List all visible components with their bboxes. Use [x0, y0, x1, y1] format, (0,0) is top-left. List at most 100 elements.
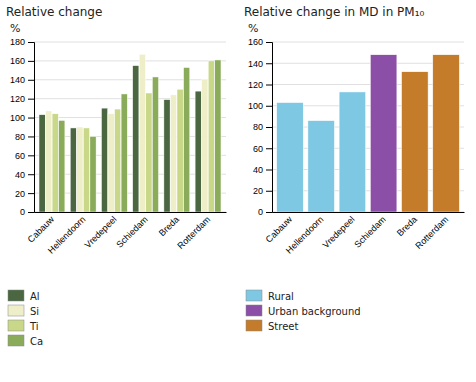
bar [170, 95, 176, 212]
y-axis-line [28, 43, 35, 213]
y-tick-label: 160 [248, 37, 263, 47]
y-tick-label: 60 [253, 144, 263, 154]
y-tick-mark [28, 136, 34, 137]
legend-item: Si [8, 305, 39, 317]
y-tick-mark [266, 148, 272, 149]
y-axis: 020406080100120140160 [248, 37, 273, 217]
bar [146, 93, 152, 212]
x-tick-label: Hellendoorn [46, 214, 87, 255]
legend-label: Ca [30, 336, 43, 347]
bar [402, 72, 429, 212]
bar [139, 54, 145, 212]
y-tick: 80 [15, 132, 34, 142]
legend-item: Ca [8, 335, 43, 347]
y-tick-mark [266, 106, 272, 107]
y-tick-mark [28, 99, 34, 100]
y-tick-mark [266, 191, 272, 192]
bar [164, 100, 170, 212]
y-tick-label: 140 [10, 75, 25, 85]
y-tick: 160 [10, 56, 34, 66]
bar [339, 92, 366, 212]
y-tick-label: 0 [258, 207, 263, 217]
bar [195, 91, 201, 212]
legend-swatch [8, 305, 24, 316]
y-tick: 140 [248, 59, 272, 69]
y-tick-label: 180 [10, 37, 25, 47]
y-tick: 20 [15, 188, 34, 198]
x-tick: Schiedam [114, 214, 149, 249]
legend-swatch [8, 320, 24, 331]
y-tick-label: 80 [253, 122, 263, 132]
y-tick: 160 [248, 37, 272, 47]
bar [152, 77, 158, 212]
bar [39, 115, 45, 212]
y-tick-label: 120 [248, 80, 263, 90]
bar [115, 109, 121, 212]
y-tick: 180 [10, 37, 34, 47]
chart-title: Relative change [6, 5, 102, 19]
y-tick: 0 [20, 207, 34, 217]
legend: AlSiTiCa [8, 290, 43, 347]
y-tick-mark [266, 63, 272, 64]
y-tick: 100 [10, 113, 34, 123]
grid [34, 42, 226, 212]
y-axis-line [266, 43, 273, 213]
legend-item: Ti [8, 320, 39, 332]
bar [277, 103, 304, 212]
y-tick: 140 [10, 75, 34, 85]
legend-swatch [8, 335, 24, 346]
x-tick: Breda [157, 214, 181, 238]
x-tick-label: Schiedam [352, 214, 387, 249]
legend-label: Rural [268, 291, 294, 302]
grid [272, 42, 464, 212]
y-tick-mark [28, 193, 34, 194]
y-tick: 80 [253, 122, 272, 132]
y-tick-mark [266, 85, 272, 86]
plot-area: %020406080100120140160180CabauwHellendoo… [10, 22, 227, 256]
y-tick-label: 40 [15, 170, 25, 180]
y-tick-label: 160 [10, 56, 25, 66]
x-axis: CabauwHellendoornVredepeelSchiedam BredaR… [26, 213, 227, 256]
legend-item: Urban background [246, 305, 361, 317]
y-tick-mark [28, 155, 34, 156]
x-tick-label: Breda [157, 214, 181, 238]
x-tick-label: Hellendoorn [284, 214, 325, 255]
x-axis-line [35, 212, 227, 213]
y-tick: 0 [258, 207, 272, 217]
legend-swatch [246, 305, 262, 316]
y-tick-mark [266, 212, 272, 213]
y-tick-label: 100 [10, 113, 25, 123]
bar [433, 55, 460, 212]
legend-label: Ti [29, 321, 39, 332]
y-tick-mark [266, 127, 272, 128]
bar [215, 60, 221, 212]
legend-label: Urban background [268, 306, 361, 317]
y-tick: 100 [248, 101, 272, 111]
x-tick-label: Cabauw [26, 214, 57, 245]
bar [70, 128, 76, 212]
y-axis-label: % [248, 22, 258, 35]
legend-swatch [246, 290, 262, 301]
x-tick: Rotterdam [413, 214, 450, 251]
y-tick-label: 140 [248, 59, 263, 69]
x-tick: Cabauw [264, 214, 295, 245]
y-tick-label: 80 [15, 132, 25, 142]
x-tick: Breda [395, 214, 419, 238]
legend-label: Street [268, 321, 298, 332]
y-tick-label: 60 [15, 151, 25, 161]
bar [101, 108, 107, 212]
x-tick-label: Rotterdam [175, 214, 212, 251]
x-tick: Hellendoorn [284, 214, 325, 255]
chart-canvas: Relative change% 0 20 40 60 80 100 120 140 160 180… [0, 0, 476, 382]
bar [177, 89, 183, 212]
x-tick: Cabauw [26, 214, 57, 245]
x-tick-label: Cabauw [264, 214, 295, 245]
grid-line [272, 42, 464, 43]
bar [370, 55, 397, 212]
y-axis-label: % [10, 22, 20, 35]
bar [184, 68, 190, 213]
x-tick: Rotterdam [175, 214, 212, 251]
bar [202, 80, 208, 212]
y-tick-mark [28, 118, 34, 119]
x-tick: Vredepeel [83, 214, 119, 250]
